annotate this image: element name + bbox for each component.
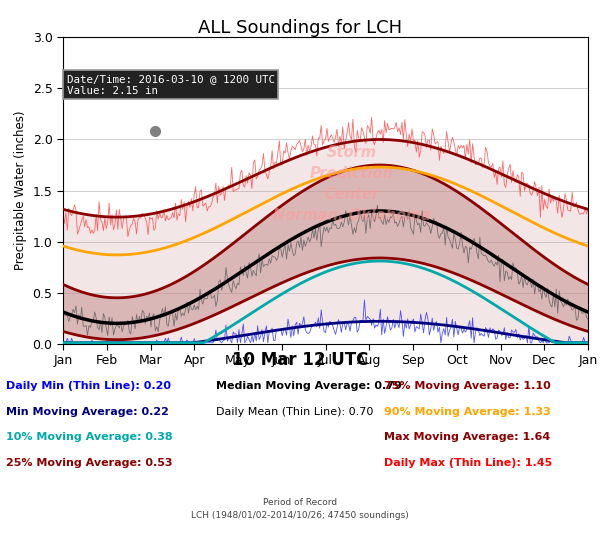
- Text: 10 Mar 12 UTC: 10 Mar 12 UTC: [232, 351, 368, 369]
- Text: Daily Mean (Thin Line): 0.70: Daily Mean (Thin Line): 0.70: [216, 407, 373, 417]
- Text: Daily Max (Thin Line): 1.45: Daily Max (Thin Line): 1.45: [384, 458, 552, 468]
- Text: Date/Time: 2016-03-10 @ 1200 UTC
Value: 2.15 in: Date/Time: 2016-03-10 @ 1200 UTC Value: …: [67, 74, 275, 96]
- Text: 90% Moving Average: 1.33: 90% Moving Average: 1.33: [384, 407, 551, 417]
- Text: Median Moving Average: 0.79: Median Moving Average: 0.79: [216, 381, 402, 391]
- Text: Max Moving Average: 1.64: Max Moving Average: 1.64: [384, 432, 550, 442]
- Text: 75% Moving Average: 1.10: 75% Moving Average: 1.10: [384, 381, 551, 391]
- Text: 10% Moving Average: 0.38: 10% Moving Average: 0.38: [6, 432, 173, 442]
- Text: ALL Soundings for LCH: ALL Soundings for LCH: [198, 19, 402, 37]
- Text: Period of Record
LCH (1948/01/02-2014/10/26; 47450 soundings): Period of Record LCH (1948/01/02-2014/10…: [191, 498, 409, 520]
- Text: 25% Moving Average: 0.53: 25% Moving Average: 0.53: [6, 458, 173, 468]
- Text: Storm
Prediction
Center
Norman, Oklahoma: Storm Prediction Center Norman, Oklahoma: [272, 146, 431, 223]
- Text: Min Moving Average: 0.22: Min Moving Average: 0.22: [6, 407, 169, 417]
- Y-axis label: Precipitable Water (inches): Precipitable Water (inches): [14, 111, 27, 270]
- Text: Daily Min (Thin Line): 0.20: Daily Min (Thin Line): 0.20: [6, 381, 171, 391]
